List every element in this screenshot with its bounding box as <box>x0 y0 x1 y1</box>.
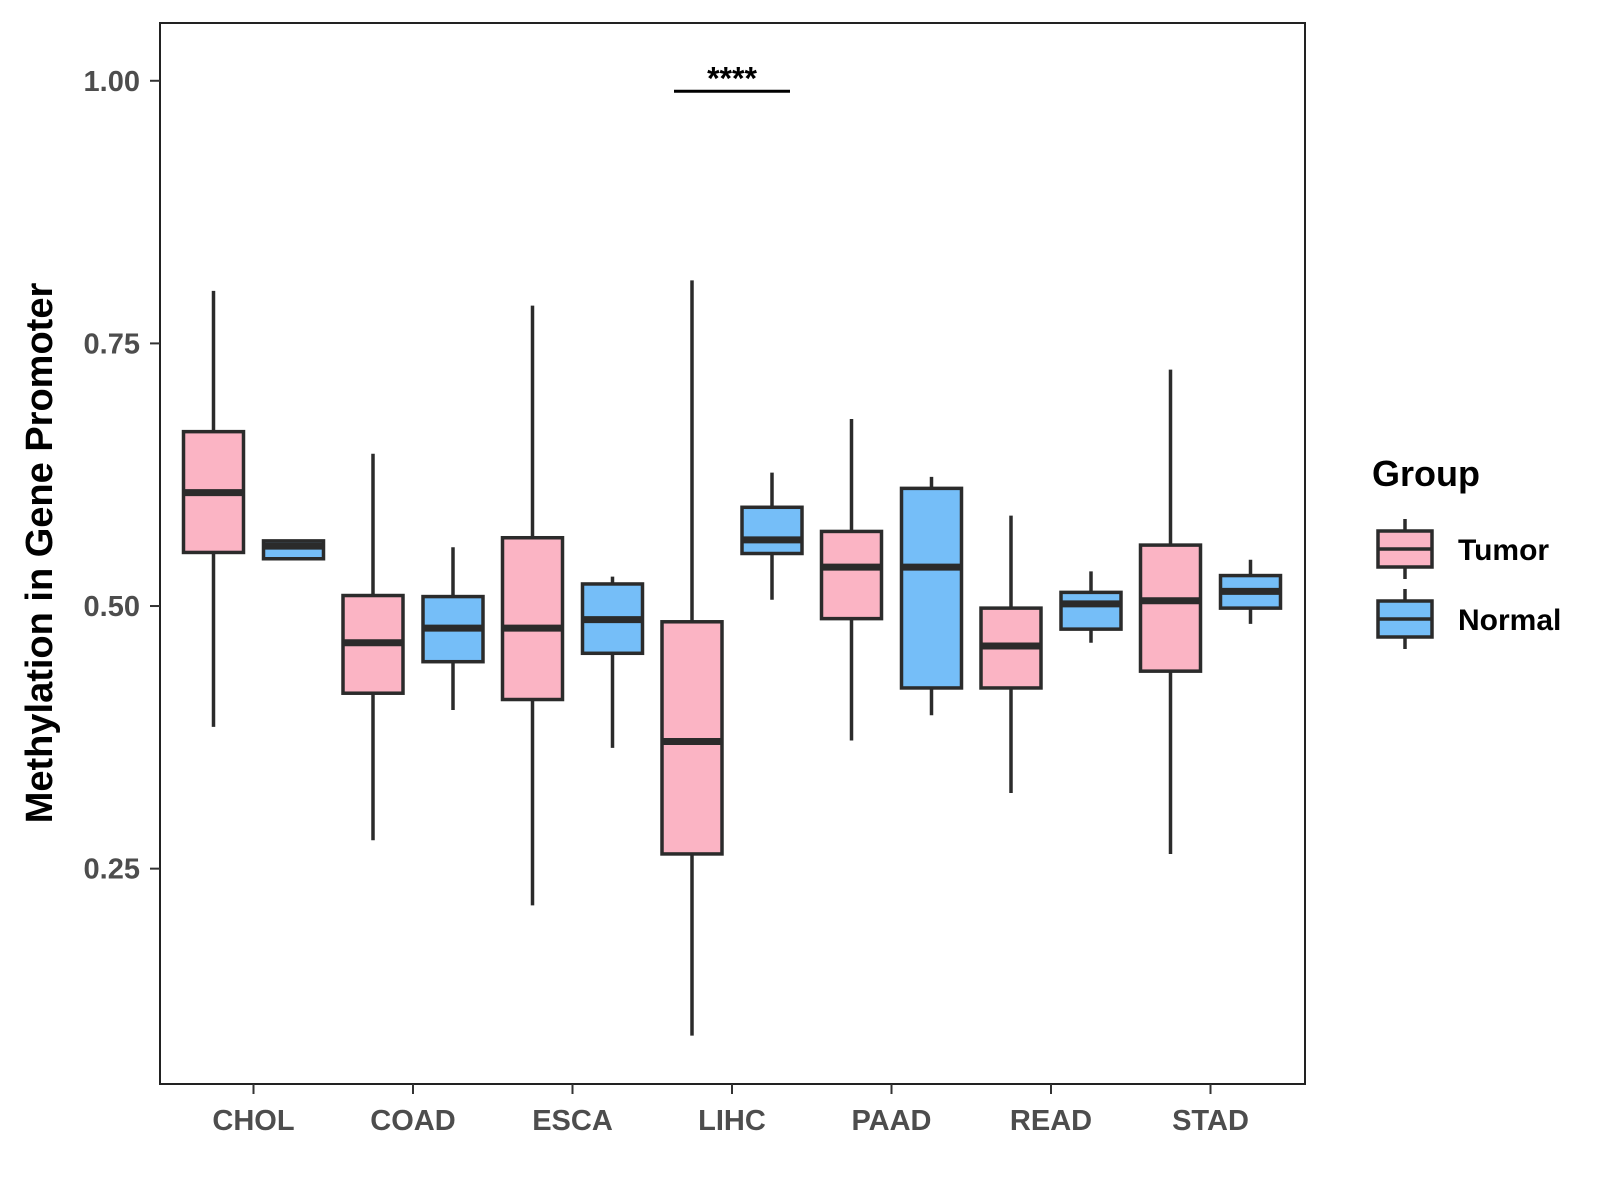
y-tick-label: 0.25 <box>84 854 140 886</box>
legend-label-tumor: Tumor <box>1458 534 1549 567</box>
box-read-normal <box>1059 571 1123 643</box>
box-chol-tumor <box>181 290 246 727</box>
x-tick-label-esca: ESCA <box>532 1105 613 1137</box>
box-lihc-normal <box>740 472 804 600</box>
x-tick-label-chol: CHOL <box>212 1105 294 1137</box>
y-axis-title: Methylation in Gene Promoter <box>19 283 61 824</box>
legend-label-normal: Normal <box>1458 604 1561 637</box>
box-read-tumor <box>979 515 1043 794</box>
legend-item-normal: Normal <box>1376 589 1561 649</box>
x-tick-label-read: READ <box>1010 1105 1092 1137</box>
box-paad-normal <box>899 476 964 716</box>
box-coad-normal <box>421 547 485 711</box>
iqr-esca-tumor <box>500 535 565 702</box>
legend-item-tumor: Tumor <box>1376 519 1549 579</box>
y-tick-label: 0.50 <box>84 591 140 623</box>
box-paad-tumor <box>819 419 884 741</box>
box-coad-tumor <box>341 453 405 841</box>
legend-title: Group <box>1372 453 1480 494</box>
box-lihc-tumor <box>660 280 724 1036</box>
box-esca-tumor <box>500 305 565 906</box>
iqr-paad-tumor <box>819 529 884 621</box>
iqr-read-normal <box>1059 590 1123 631</box>
x-tick-label-paad: PAAD <box>851 1105 931 1137</box>
y-tick-label: 0.75 <box>84 328 140 360</box>
x-tick-label-coad: COAD <box>370 1105 455 1137</box>
box-stad-tumor <box>1138 369 1203 854</box>
iqr-stad-tumor <box>1138 543 1203 673</box>
iqr-paad-normal <box>899 486 964 690</box>
box-esca-normal <box>580 576 645 748</box>
box-chol-normal <box>261 539 326 561</box>
significance-label: **** <box>707 60 757 96</box>
x-tick-label-stad: STAD <box>1172 1105 1249 1137</box>
y-tick-label: 1.00 <box>84 66 140 98</box>
iqr-lihc-normal <box>740 505 804 556</box>
x-tick-label-lihc: LIHC <box>698 1105 766 1137</box>
iqr-lihc-tumor <box>660 620 724 856</box>
box-stad-normal <box>1218 559 1283 624</box>
